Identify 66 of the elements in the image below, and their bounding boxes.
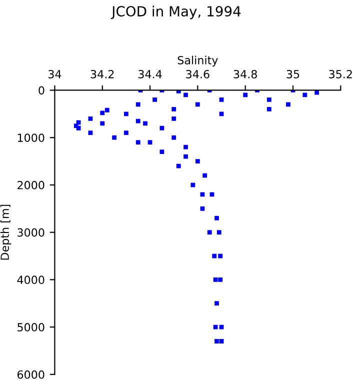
x-tick-label: 35.2 xyxy=(329,70,352,78)
point xyxy=(219,98,224,102)
y-tick-label: 2000 xyxy=(18,180,44,190)
point xyxy=(216,230,222,235)
point xyxy=(124,130,128,136)
point xyxy=(88,116,93,121)
point xyxy=(104,108,110,112)
point xyxy=(207,230,212,235)
x-tick-label: 34.8 xyxy=(234,70,257,78)
point xyxy=(143,121,148,126)
point xyxy=(176,164,181,168)
point xyxy=(190,182,196,188)
point xyxy=(184,154,188,159)
point xyxy=(76,126,81,130)
point xyxy=(184,144,188,150)
point xyxy=(172,106,176,112)
point xyxy=(286,102,290,107)
point xyxy=(195,102,200,107)
point xyxy=(160,126,164,130)
point xyxy=(219,339,224,344)
point xyxy=(100,121,105,126)
point xyxy=(218,254,223,258)
point xyxy=(219,112,224,116)
point xyxy=(152,98,157,102)
point xyxy=(214,339,219,344)
y-tick-label: 5000 xyxy=(18,323,44,332)
y-tick-label: 4000 xyxy=(17,276,44,284)
point xyxy=(210,192,214,197)
point xyxy=(218,277,223,282)
point xyxy=(136,102,140,107)
point xyxy=(314,90,320,95)
y-tick-label: 1000 xyxy=(18,134,44,142)
y-axis-title: Depth [m] xyxy=(0,204,12,260)
point xyxy=(148,140,152,145)
point xyxy=(160,150,164,154)
y-tick-label: 6000 xyxy=(17,370,44,379)
point xyxy=(172,135,176,140)
point xyxy=(266,106,272,112)
point xyxy=(266,98,272,102)
point xyxy=(112,135,116,140)
point xyxy=(302,92,308,98)
point xyxy=(184,92,188,98)
point xyxy=(212,254,217,258)
y-tick-label: 0 xyxy=(38,86,44,95)
x-tick-label: 34.6 xyxy=(186,70,210,78)
y-tick-label: 3000 xyxy=(18,228,44,237)
point xyxy=(124,112,128,116)
x-tick-label: 34.4 xyxy=(138,70,162,78)
x-axis-title: Salinity xyxy=(178,56,218,67)
point xyxy=(172,116,176,121)
point xyxy=(214,216,219,220)
point xyxy=(100,110,105,116)
point xyxy=(88,130,93,136)
point xyxy=(243,92,248,98)
point xyxy=(214,301,219,306)
point xyxy=(136,140,140,145)
point xyxy=(202,173,208,178)
point xyxy=(136,118,140,124)
x-tick-label: 34.2 xyxy=(90,70,114,78)
point xyxy=(200,192,205,197)
x-tick-label: 34 xyxy=(48,70,62,78)
point xyxy=(213,277,218,282)
x-tick-label: 35 xyxy=(286,70,300,78)
point xyxy=(200,206,205,211)
chart-title: JCOD in May, 1994 xyxy=(110,6,241,20)
point xyxy=(195,159,200,164)
